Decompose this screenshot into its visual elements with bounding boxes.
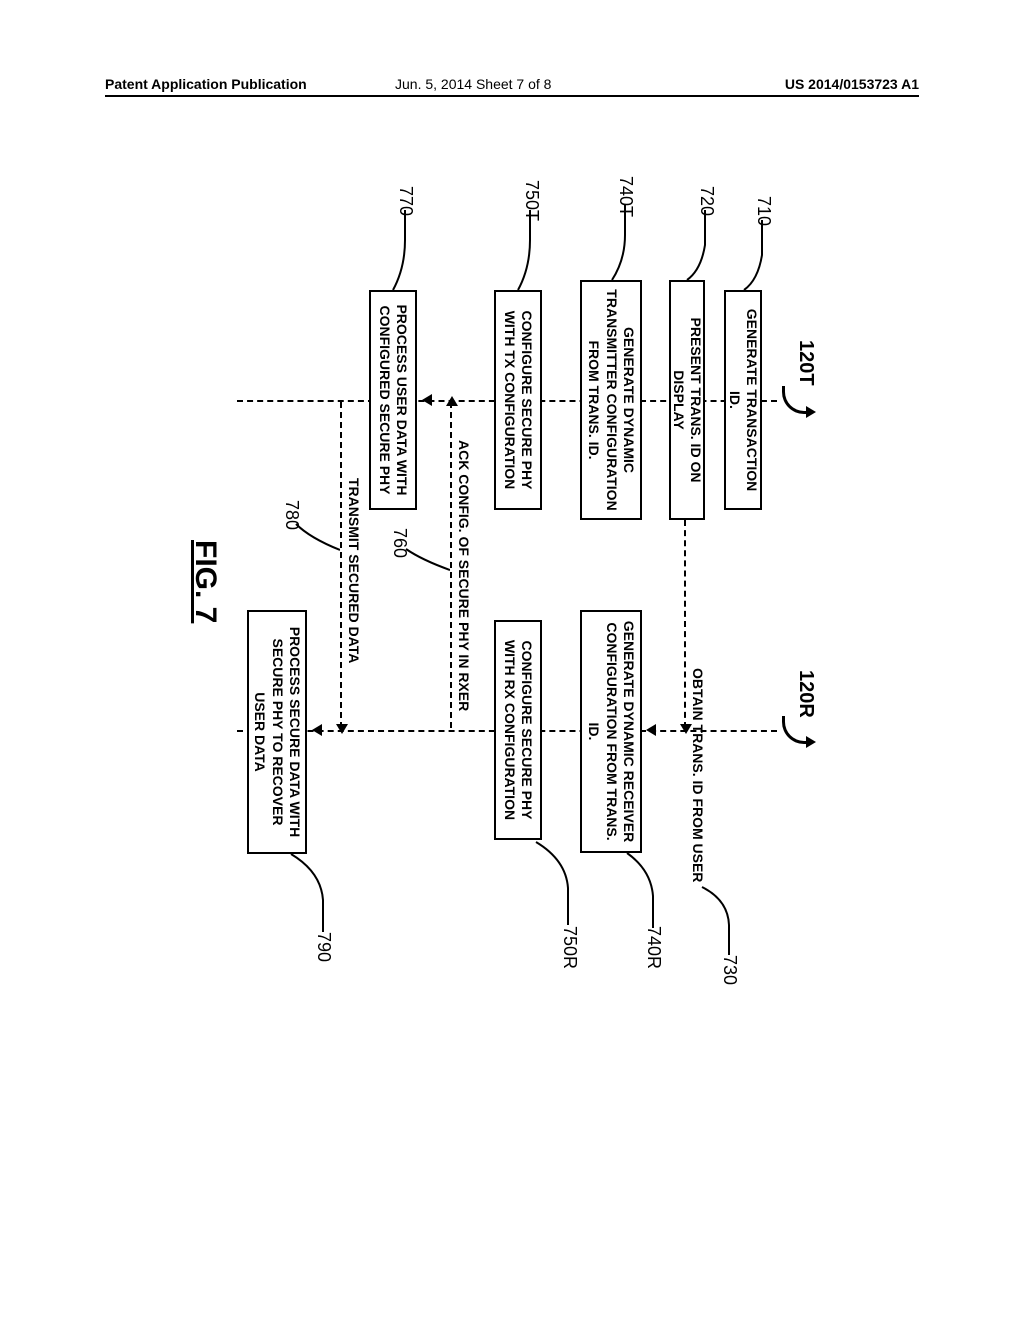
box-750T: CONFIGURE SECURE PHY WITH TX CONFIGURATI…: [494, 290, 542, 510]
header-left: Patent Application Publication: [105, 76, 307, 92]
ref-750T: 750T: [521, 180, 542, 221]
box-710: GENERATE TRANSACTION ID.: [724, 290, 762, 510]
tx-arrow-into-770: [422, 394, 432, 406]
diagram-rotated-wrap: 120T 120R GENERATE TRANSACTION ID. 710 P…: [182, 140, 842, 1040]
page: Patent Application Publication Jun. 5, 2…: [0, 0, 1024, 1320]
lead-710: [736, 220, 766, 295]
ref-720: 720: [696, 186, 717, 216]
msg-760-arrow: [446, 396, 458, 406]
msg-780-line: [340, 402, 342, 728]
tx-col-hook: [782, 386, 812, 414]
ref-710: 710: [753, 196, 774, 226]
box-740T: GENERATE DYNAMIC TRANSMITTER CONFIGURATI…: [580, 280, 642, 520]
msg-730-label: OBTAIN TRANS. ID FROM USER: [690, 668, 706, 882]
ref-770: 770: [395, 186, 416, 216]
rx-arrow-into-790: [312, 724, 322, 736]
ref-750R: 750R: [559, 926, 580, 969]
lead-730: [692, 885, 732, 955]
figure-caption: FIG. 7: [188, 540, 222, 623]
rx-col-hook: [782, 716, 812, 744]
header-rule: [105, 95, 919, 97]
lead-720: [679, 210, 709, 285]
tx-col-label: 120T: [794, 340, 817, 386]
msg-760-line: [450, 402, 452, 728]
diagram: 120T 120R GENERATE TRANSACTION ID. 710 P…: [182, 140, 842, 1040]
box-740R: GENERATE DYNAMIC RECEIVER CONFIGURATION …: [580, 610, 642, 853]
ref-730: 730: [719, 955, 740, 985]
lead-740R: [621, 848, 657, 928]
rx-arrow-into-740R: [646, 724, 656, 736]
ref-790: 790: [313, 932, 334, 962]
lead-770: [377, 210, 407, 295]
msg-780-arrow: [336, 724, 348, 734]
msg-780-label: TRANSMIT SECURED DATA: [346, 478, 362, 663]
lead-790: [287, 852, 327, 932]
msg-760-label: ACK CONFIG. OF SECURE PHY IN RXER: [456, 440, 472, 711]
lead-750R: [532, 840, 572, 925]
ref-760: 760: [389, 528, 410, 558]
rx-col-label: 120R: [794, 670, 817, 718]
ref-740R: 740R: [643, 926, 664, 969]
header-mid: Jun. 5, 2014 Sheet 7 of 8: [395, 76, 551, 92]
header-right: US 2014/0153723 A1: [785, 76, 919, 92]
lead-750T: [502, 210, 532, 295]
box-720: PRESENT TRANS. ID ON DISPLAY: [669, 280, 705, 520]
ref-740T: 740T: [615, 176, 636, 217]
box-750R: CONFIGURE SECURE PHY WITH RX CONFIGURATI…: [494, 620, 542, 840]
msg-730-line: [684, 520, 686, 728]
box-790: PROCESS SECURE DATA WITH SECURE PHY TO R…: [247, 610, 307, 854]
box-770: PROCESS USER DATA WITH CONFIGURED SECURE…: [369, 290, 417, 510]
ref-780: 780: [281, 500, 302, 530]
